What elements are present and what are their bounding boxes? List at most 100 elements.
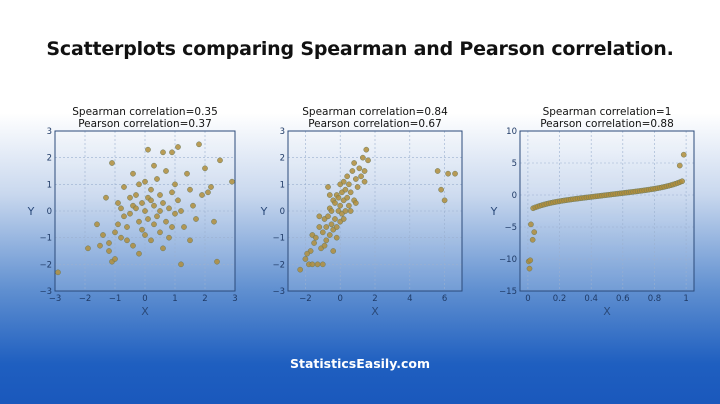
panel-title-line: Spearman correlation=1 (543, 106, 672, 118)
data-point (344, 173, 351, 180)
x-tick-label: −3 (49, 294, 62, 304)
data-point (193, 216, 199, 222)
data-point (202, 165, 208, 172)
x-tick-label: 0.2 (553, 294, 567, 304)
y-tick-label: 0 (47, 207, 52, 217)
footer-site-name: StatisticsEasily.com (290, 356, 430, 371)
data-point (187, 186, 193, 193)
y-tick-label: −5 (504, 223, 517, 233)
data-point (314, 261, 321, 268)
y-tick-label: −3 (39, 287, 52, 297)
data-point (184, 170, 190, 177)
y-tick-label: −1 (39, 234, 52, 244)
data-point (529, 236, 536, 243)
x-tick-label: 0.4 (584, 294, 598, 304)
data-point (356, 165, 363, 172)
y-tick-label: 3 (47, 127, 52, 137)
data-point (196, 141, 202, 148)
x-tick-label: 2 (202, 294, 207, 304)
y-tick-label: 5 (512, 159, 517, 169)
data-point (112, 229, 118, 236)
y-axis-label: Y (260, 205, 268, 218)
data-point (326, 192, 333, 198)
data-point (163, 218, 169, 225)
data-point (124, 237, 130, 244)
data-point (361, 178, 368, 185)
data-point (190, 202, 196, 209)
axes-frame (54, 130, 236, 292)
data-point (434, 168, 441, 174)
data-point (118, 205, 124, 212)
data-point (139, 226, 145, 233)
data-point (328, 208, 335, 214)
panel-title-line: Pearson correlation=0.37 (78, 118, 212, 130)
y-tick-label: −2 (272, 260, 285, 270)
data-point (151, 162, 157, 169)
data-point (148, 186, 154, 193)
data-point (112, 256, 118, 262)
data-point (319, 229, 326, 236)
data-point (124, 224, 130, 230)
x-tick-label: 0.8 (648, 294, 662, 304)
data-point (333, 234, 340, 241)
data-point (361, 168, 368, 174)
data-point (133, 205, 139, 212)
x-axis-label: X (603, 305, 611, 318)
data-point (157, 192, 163, 198)
panel-title-line: Spearman correlation=0.84 (302, 106, 448, 118)
y-axis-label: Y (490, 205, 498, 218)
data-point (332, 200, 338, 206)
data-point (340, 216, 347, 222)
data-point (452, 170, 458, 177)
page-title: Scatterplots comparing Spearman and Pear… (46, 38, 674, 60)
data-point (330, 248, 337, 254)
data-point (211, 218, 217, 225)
panel-title-line: Spearman correlation=0.35 (72, 106, 218, 118)
data-point (316, 224, 323, 230)
data-point (340, 178, 347, 185)
data-point (528, 221, 534, 228)
data-point (160, 200, 166, 206)
y-tick-label: −3 (272, 287, 285, 297)
data-point (312, 234, 319, 241)
y-tick-label: −1 (272, 234, 285, 244)
data-point (142, 208, 148, 214)
y-tick-label: 0 (512, 191, 517, 201)
panel-title-line: Pearson correlation=0.88 (540, 118, 674, 130)
data-point (133, 192, 139, 198)
x-tick-label: 1 (683, 294, 688, 304)
data-point (365, 157, 371, 164)
data-point (333, 224, 340, 230)
y-tick-label: 1 (47, 180, 52, 190)
data-point (325, 213, 331, 220)
data-point (526, 265, 533, 272)
x-tick-label: 1 (172, 294, 177, 304)
data-point (115, 221, 121, 228)
data-point (323, 224, 330, 230)
data-point (172, 181, 178, 188)
data-point (169, 189, 175, 196)
data-point (363, 146, 370, 153)
data-point (127, 194, 133, 201)
data-point (349, 168, 356, 174)
data-point (181, 224, 187, 230)
data-point (346, 202, 352, 209)
data-point (319, 261, 326, 268)
y-tick-label: −15 (499, 287, 517, 297)
x-axis-label: X (371, 305, 379, 318)
data-point (342, 208, 349, 214)
data-point (106, 240, 112, 246)
data-point (145, 216, 151, 222)
data-point (354, 184, 361, 190)
data-point (169, 224, 175, 230)
x-tick-label: −2 (299, 294, 312, 304)
data-point (328, 221, 335, 228)
data-point (304, 250, 310, 257)
data-point (85, 245, 91, 252)
data-point (151, 202, 157, 209)
y-tick-label: 2 (47, 154, 52, 164)
data-point (169, 149, 175, 156)
data-point (118, 234, 124, 241)
data-point (148, 197, 154, 204)
data-point (160, 245, 166, 252)
